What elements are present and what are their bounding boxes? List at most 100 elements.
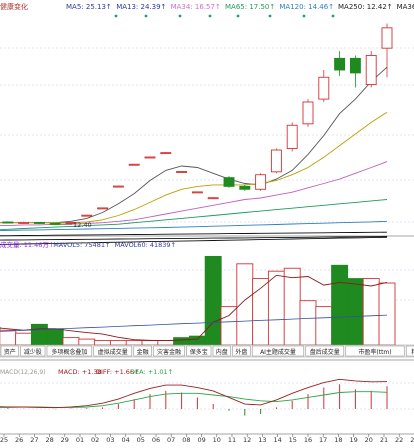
concept-tag-box <box>232 345 251 357</box>
volume-bar <box>109 340 127 346</box>
x-tick-label: 14 <box>273 436 281 444</box>
x-tick-label: 20 <box>365 436 373 444</box>
marker-dot <box>144 14 148 18</box>
x-tick-label: 05 <box>137 436 145 444</box>
x-tick-label: 23 <box>410 436 414 444</box>
volume-header: 成交量: 11.46万↑MAVOL5: 75481↑ MAVOL60: 41839… <box>0 240 176 249</box>
ma-label: MA34: 16.57↑ <box>171 3 221 11</box>
x-tick-label: 13 <box>258 436 266 444</box>
concept-tag-box <box>93 345 133 357</box>
volume-bar <box>315 306 333 346</box>
volume-bar <box>331 264 349 346</box>
candle-body <box>365 55 377 85</box>
volume-bar <box>15 332 33 346</box>
candle-body <box>239 185 251 190</box>
volume-bar <box>46 328 64 346</box>
mavol60-line <box>0 314 388 332</box>
dea-line <box>0 391 388 408</box>
concept-tag-label: 灾害金融 <box>157 348 181 356</box>
candle-body <box>318 76 330 100</box>
marker-dot <box>268 14 272 18</box>
x-tick-label: 11 <box>228 436 236 444</box>
x-tick-label: 01 <box>76 436 84 444</box>
volume-bar <box>267 270 285 346</box>
x-tick-label: 27 <box>30 436 38 444</box>
ma888-line <box>0 231 388 237</box>
candles <box>2 23 393 225</box>
price-annotation: 12.40 <box>61 221 92 229</box>
concept-tag-box <box>345 345 405 357</box>
candle-body <box>176 171 188 173</box>
concept-tag-label: 多项概念叠加 <box>51 348 87 356</box>
candle-body <box>286 124 298 149</box>
concept-tag-box <box>305 345 345 357</box>
x-tick-label: 12 <box>243 436 251 444</box>
candle-body <box>97 207 109 210</box>
ma20-line <box>0 161 388 227</box>
volume-bar <box>220 306 238 346</box>
concept-tag-box <box>0 345 19 357</box>
dea-value: DEA: +1.01↑ <box>130 368 173 376</box>
concept-tag-box <box>251 345 305 357</box>
volume-bar <box>62 337 80 346</box>
candle-body <box>223 177 235 187</box>
concept-tag-box <box>405 345 414 357</box>
volume-bar <box>283 267 301 346</box>
concept-tag-label: 减少股 <box>24 348 42 356</box>
candle-body <box>191 191 203 194</box>
concept-tag-box <box>133 345 152 357</box>
x-tick-label: 25 <box>0 436 8 444</box>
price-annotation-label: 12.40 <box>73 221 92 229</box>
x-tick-label: 19 <box>349 436 357 444</box>
volume-bar <box>204 255 222 346</box>
volume-bar <box>125 340 143 346</box>
candle-body <box>33 221 45 224</box>
candle-body <box>160 152 172 155</box>
candle-body <box>207 197 219 200</box>
concept-tag-label: 内盘 <box>216 348 228 356</box>
concept-tag-box <box>186 345 212 357</box>
x-axis: 25 26 27 28 29 01 02 03 04 05 06 07 08 09 10 11 12 13 14 15… <box>0 434 414 444</box>
macd-value: MACD: +1.38 <box>58 368 102 376</box>
candle-body <box>302 101 314 125</box>
volume-bar <box>30 323 48 346</box>
x-tick-label: 08 <box>182 436 190 444</box>
concept-tag-label: 外盘 <box>235 348 247 356</box>
ma-header: 健康变化 MA5: 25.13↑ MA13: 24.39↑ MA34: 16.57↑ M… <box>0 2 414 18</box>
x-tick-label: 06 <box>152 436 160 444</box>
macd-prefix: MACD(12,26,9) <box>0 369 46 376</box>
candle-body <box>18 221 30 224</box>
marker-dot <box>114 14 118 18</box>
x-tick-label: 17 <box>319 436 327 444</box>
candle-body <box>128 163 140 166</box>
volume-bar <box>173 337 191 346</box>
volume-bar <box>299 300 317 346</box>
x-tick-label: 28 <box>45 436 53 444</box>
candle-body <box>81 214 93 217</box>
concept-tag-box <box>46 345 93 357</box>
concept-tag-box <box>212 345 231 357</box>
candle-body <box>65 221 77 224</box>
x-tick-label: 03 <box>106 436 114 444</box>
x-tick-label: 07 <box>167 436 175 444</box>
marker-dot <box>208 14 212 18</box>
ma-label: MA369: 12.05↑ <box>397 3 414 11</box>
x-tick-label: 04 <box>121 436 129 444</box>
concept-tag-label: 市盈率(ttm) <box>358 348 391 356</box>
volume-bar <box>362 278 380 346</box>
volume-bar <box>94 340 112 346</box>
marker-dot <box>236 14 240 18</box>
concept-tag-label: 保多宝 <box>190 348 208 356</box>
x-tick-label: 02 <box>91 436 99 444</box>
concept-tag-label: 资产 <box>4 348 16 356</box>
candle-body <box>255 174 267 190</box>
concept-tags: 资产 减少股 多项概念叠加 虚拟成交量 金融 灾害金融 保多宝 内盘 外盘 AI主题成交量 盘后成交… <box>0 344 414 358</box>
volume-bar <box>0 329 17 346</box>
volume-bar <box>346 278 364 346</box>
candle-body <box>112 185 124 188</box>
macd-panel <box>0 378 388 416</box>
x-tick-label: 26 <box>15 436 23 444</box>
marker-dot <box>178 14 182 18</box>
